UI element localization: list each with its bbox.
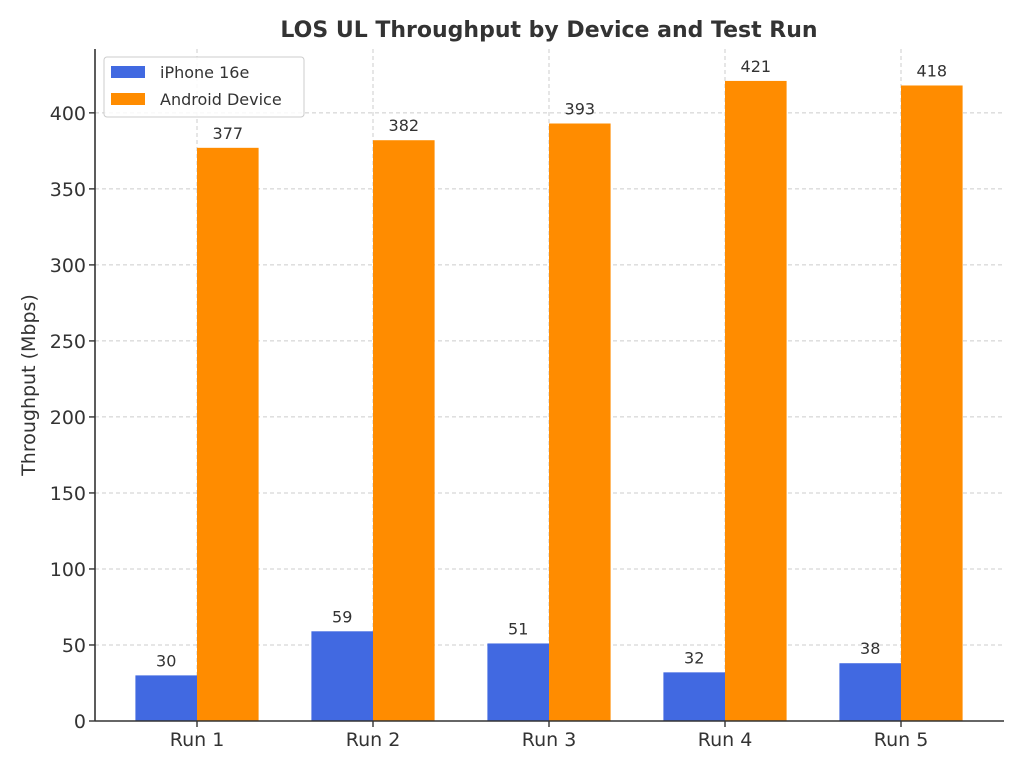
data-labels-layer: 30 59 51 32 38 377 382 393 421 418 bbox=[156, 57, 947, 670]
y-axis-label: Throughput (Mbps) bbox=[18, 294, 40, 477]
bar-android bbox=[197, 147, 259, 721]
bar-iphone bbox=[487, 643, 549, 721]
x-tick-label: Run 4 bbox=[698, 729, 753, 751]
y-tick-label: 400 bbox=[50, 103, 86, 125]
data-label-android: 421 bbox=[741, 57, 772, 76]
bar-android bbox=[725, 80, 787, 721]
bar-android bbox=[901, 85, 963, 721]
bar-android bbox=[549, 123, 611, 721]
legend: iPhone 16e Android Device bbox=[103, 56, 305, 118]
bar-iphone bbox=[663, 672, 725, 721]
data-label-android: 377 bbox=[213, 124, 244, 143]
legend-swatch-android bbox=[111, 93, 145, 105]
y-tick-label: 250 bbox=[50, 331, 86, 353]
data-label-android: 382 bbox=[389, 116, 420, 135]
data-label-android: 418 bbox=[917, 61, 948, 80]
y-tick-label: 150 bbox=[50, 483, 86, 505]
x-tick-label: Run 1 bbox=[170, 729, 225, 751]
data-label-android: 393 bbox=[565, 99, 596, 118]
y-tick-label: 0 bbox=[74, 711, 86, 733]
bars-layer bbox=[135, 80, 963, 721]
y-tick-label: 100 bbox=[50, 559, 86, 581]
legend-label-iphone: iPhone 16e bbox=[160, 63, 249, 82]
legend-swatch-iphone bbox=[111, 66, 145, 78]
bar-android bbox=[373, 140, 435, 721]
y-tick-label: 200 bbox=[50, 407, 86, 429]
bar-iphone bbox=[135, 675, 197, 721]
legend-label-android: Android Device bbox=[160, 90, 282, 109]
legend-frame bbox=[103, 56, 305, 118]
y-tick-label: 50 bbox=[62, 635, 86, 657]
y-tick-label: 300 bbox=[50, 255, 86, 277]
y-ticks: 0 50 100 150 200 250 300 350 400 bbox=[50, 103, 95, 733]
x-ticks: Run 1 Run 2 Run 3 Run 4 Run 5 bbox=[170, 721, 929, 751]
data-label-iphone: 59 bbox=[332, 607, 352, 626]
chart-title: LOS UL Throughput by Device and Test Run bbox=[280, 18, 817, 43]
bar-iphone bbox=[839, 663, 901, 721]
data-label-iphone: 32 bbox=[684, 648, 704, 667]
y-tick-label: 350 bbox=[50, 179, 86, 201]
data-label-iphone: 38 bbox=[860, 639, 880, 658]
x-tick-label: Run 5 bbox=[874, 729, 929, 751]
x-tick-label: Run 3 bbox=[522, 729, 577, 751]
x-tick-label: Run 2 bbox=[346, 729, 401, 751]
data-label-iphone: 51 bbox=[508, 619, 528, 638]
data-label-iphone: 30 bbox=[156, 651, 176, 670]
bar-iphone bbox=[311, 631, 373, 721]
